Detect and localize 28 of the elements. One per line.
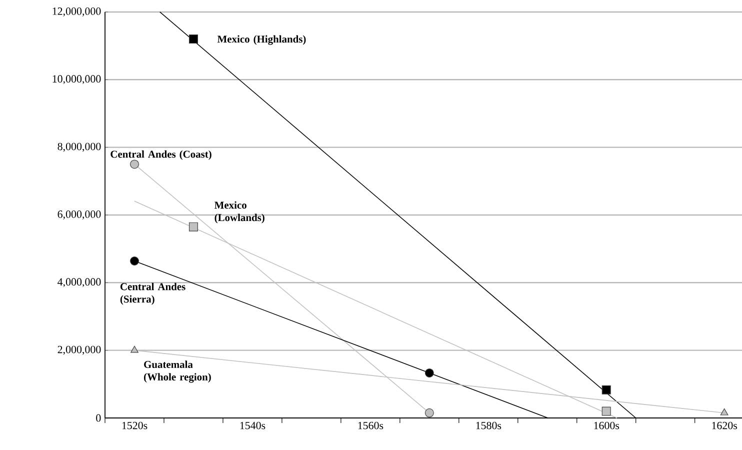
point xyxy=(720,408,728,416)
y-tick-label: 8,000,000 xyxy=(58,142,101,152)
series-label: Central Andes (Coast) xyxy=(110,150,212,160)
y-tick-label: 6,000,000 xyxy=(58,210,101,220)
point xyxy=(130,160,139,169)
y-tick-label: 4,000,000 xyxy=(58,278,101,288)
text: Central Andes (Sierra) xyxy=(120,282,186,305)
point xyxy=(188,222,198,232)
x-tick-label: 1520s xyxy=(122,422,148,430)
point xyxy=(602,385,611,394)
series-label: Mexico (Lowlands) xyxy=(214,201,264,224)
point xyxy=(424,368,434,378)
y-tick-label: 2,000,000 xyxy=(58,346,101,355)
x-tick-label: 1580s xyxy=(476,422,502,430)
point xyxy=(424,408,434,418)
x-tick-label: 1560s xyxy=(358,422,384,430)
y-tick-label: 12,000,000 xyxy=(52,8,101,16)
y-tick-label: 10,000,000 xyxy=(52,75,101,84)
x-tick-label: 1600s xyxy=(594,422,620,430)
y-tick-label: 0 xyxy=(96,414,101,422)
x-tick-label: 1620s xyxy=(712,422,737,430)
series-label: Mexico (Highlands) xyxy=(217,35,306,45)
point xyxy=(602,406,611,416)
series-label: Guatemala (Whole region) xyxy=(144,360,211,383)
point xyxy=(130,256,139,266)
x-tick-label: 1540s xyxy=(240,422,266,430)
point xyxy=(130,346,138,353)
point xyxy=(188,34,198,44)
